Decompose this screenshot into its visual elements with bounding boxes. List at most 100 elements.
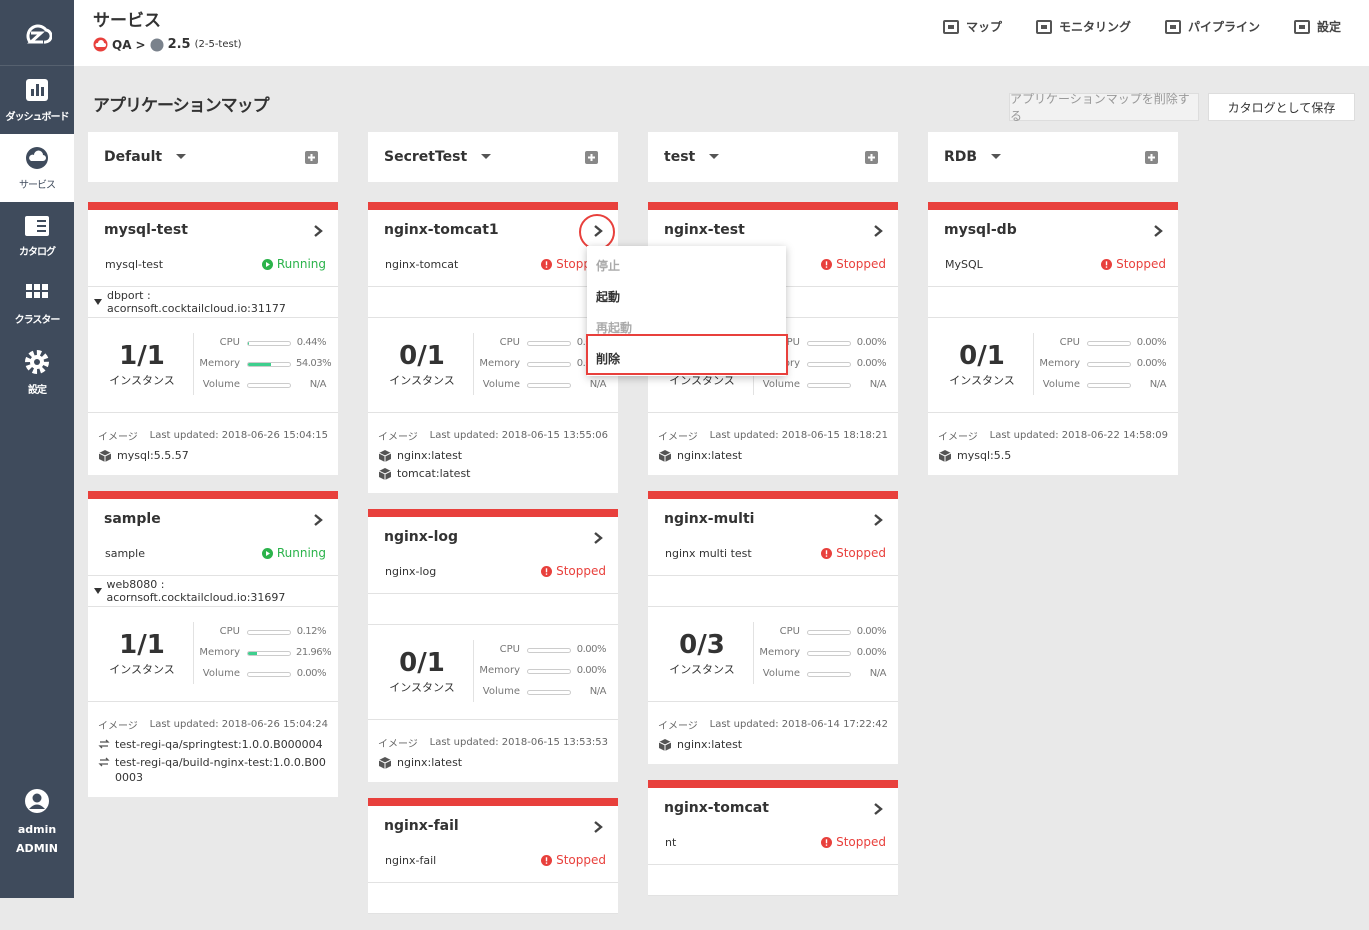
cluster[interactable]: QA xyxy=(112,38,132,52)
metric-label-text: CPU xyxy=(220,626,240,637)
metric-value: 0.00% xyxy=(856,626,886,637)
save-catalog-button[interactable]: カタログとして保存 xyxy=(1208,93,1355,121)
logo[interactable] xyxy=(0,0,74,66)
card-arrow[interactable] xyxy=(592,531,604,548)
metric-value: 54.03% xyxy=(296,358,326,369)
last-updated-text: Last updated: 2018-06-15 18:18:21 xyxy=(710,430,888,441)
sidebar-item[interactable]: カタログ xyxy=(0,202,74,270)
group-header[interactable]: RDB xyxy=(928,132,1178,182)
group-add[interactable] xyxy=(585,151,598,168)
card-name[interactable]: mysql-test xyxy=(104,222,188,238)
card-name[interactable]: nginx-log xyxy=(384,529,458,545)
card-arrow[interactable] xyxy=(872,513,884,530)
card-status: Stopped xyxy=(541,853,606,867)
metric-label-text: Memory xyxy=(1039,358,1080,369)
image-item: nginx:latest xyxy=(658,734,888,752)
metric-value-text: 0.00% xyxy=(857,358,886,369)
card-arrow[interactable] xyxy=(1152,224,1164,241)
images-label: イメージ xyxy=(658,428,698,443)
delete-map-button[interactable]: アプリケーションマップを削除する xyxy=(1009,93,1199,121)
group-add[interactable] xyxy=(305,151,318,168)
group-header[interactable]: test xyxy=(648,132,898,182)
group-dropdown[interactable] xyxy=(162,149,192,165)
nav-item[interactable]: パイプライン xyxy=(1165,18,1260,35)
instance-count: 1/1 xyxy=(88,629,196,661)
metric-row: Volume N/A xyxy=(1036,379,1166,393)
instance-count-text: 0/3 xyxy=(679,630,725,660)
card-name[interactable]: nginx-test xyxy=(664,222,745,238)
card-name[interactable]: sample xyxy=(104,511,161,527)
card-arrow[interactable] xyxy=(312,513,324,530)
metric-value: 0.00% xyxy=(856,647,886,658)
sidebar-item[interactable]: 設定 xyxy=(0,338,74,406)
instance-count: 0/1 xyxy=(368,340,476,372)
images-header: イメージ Last updated: 2018-06-15 18:18:21 xyxy=(658,425,888,445)
instance-label: インスタンス xyxy=(928,372,1036,388)
last-updated-text: Last updated: 2018-06-15 13:53:53 xyxy=(430,737,608,748)
card-name[interactable]: nginx-multi xyxy=(664,511,754,527)
card-arrow[interactable] xyxy=(872,802,884,819)
card-status: Running xyxy=(262,546,326,560)
metric-bar xyxy=(247,672,291,677)
card-name-text: nginx-tomcat xyxy=(664,800,769,816)
menu-item[interactable]: 起動 xyxy=(587,281,786,312)
group-add[interactable] xyxy=(1145,151,1158,168)
port-text: dbport : acornsoft.cocktailcloud.io:3117… xyxy=(107,289,332,315)
card-name[interactable]: nginx-tomcat xyxy=(664,800,769,816)
page-title: アプリケーションマップ xyxy=(93,91,269,116)
port-text-text: web8080 : acornsoft.cocktailcloud.io:316… xyxy=(107,578,286,604)
last-updated: Last updated: 2018-06-15 13:55:06 xyxy=(430,430,608,441)
group-dropdown[interactable] xyxy=(977,149,1007,165)
metric-label: Memory xyxy=(479,358,520,369)
group-dropdown[interactable] xyxy=(695,149,725,165)
sidebar-item[interactable]: クラスター xyxy=(0,270,74,338)
image-item: nginx:latest xyxy=(378,445,608,463)
nav-item[interactable]: マップ xyxy=(943,18,1002,35)
header-title: サービス xyxy=(93,6,161,31)
nav-item[interactable]: 設定 xyxy=(1294,18,1341,35)
metric-value: 0.00% xyxy=(1136,358,1166,369)
metric-value-text: N/A xyxy=(870,668,886,679)
menu-item-text: 起動 xyxy=(596,288,620,305)
sidebar-item[interactable]: サービス xyxy=(0,134,74,202)
status-label-text: Running xyxy=(277,257,326,271)
card-name-text: nginx-tomcat1 xyxy=(384,222,499,238)
metric-value: N/A xyxy=(1136,379,1166,390)
card-arrow[interactable] xyxy=(592,820,604,837)
card-name[interactable]: mysql-db xyxy=(944,222,1017,238)
metric-bar xyxy=(1087,341,1131,346)
images-label-text: イメージ xyxy=(378,432,418,443)
group-header[interactable]: SecretTest xyxy=(368,132,618,182)
image-item: test-regi-qa/build-nginx-test:1.0.0.B000… xyxy=(98,752,328,785)
group-add[interactable] xyxy=(865,151,878,168)
card-arrow[interactable] xyxy=(312,224,324,241)
metric-label: Volume xyxy=(1043,379,1080,390)
card-status: Stopped xyxy=(821,546,886,560)
card-name[interactable]: nginx-fail xyxy=(384,818,459,834)
card-name[interactable]: nginx-tomcat1 xyxy=(384,222,499,238)
metric-label-text: CPU xyxy=(500,337,520,348)
status-label-text: Stopped xyxy=(556,564,606,578)
images-header: イメージ Last updated: 2018-06-15 13:55:06 xyxy=(378,425,608,445)
metric-bar xyxy=(807,630,851,635)
group-header[interactable]: Default xyxy=(88,132,338,182)
card-arrow[interactable] xyxy=(872,224,884,241)
nav-item[interactable]: モニタリング xyxy=(1036,18,1131,35)
status-label: Stopped xyxy=(556,564,606,578)
group-dropdown[interactable] xyxy=(467,149,497,165)
metric-bar xyxy=(527,669,571,674)
metric-value: N/A xyxy=(576,379,606,390)
sidebar-item[interactable]: ダッシュボード xyxy=(0,66,74,134)
metric-value: 0.00% xyxy=(856,337,886,348)
card-desc-text: nt xyxy=(665,836,676,849)
menu-item-text: 停止 xyxy=(596,257,620,274)
